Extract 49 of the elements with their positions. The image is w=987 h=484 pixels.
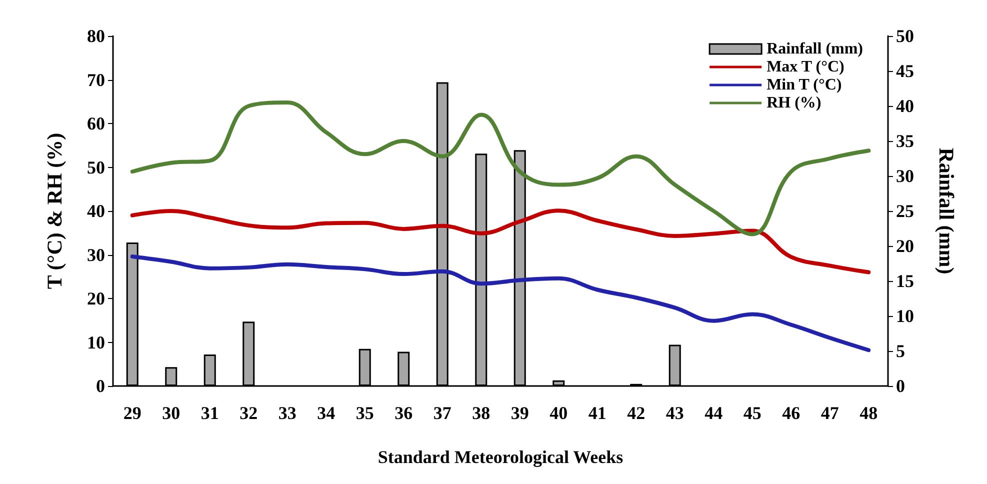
line-series [130, 254, 871, 352]
x-tick-label: 36 [394, 403, 413, 423]
y2-tick-label: 45 [896, 61, 914, 81]
x-tick-label: 30 [162, 403, 180, 423]
y-tick-label: 50 [87, 157, 105, 178]
x-tick-label: 45 [743, 403, 762, 423]
x-tick-label: 35 [356, 403, 374, 423]
x-axis-title: Standard Meteorological Weeks [378, 447, 624, 467]
x-tick-label: 34 [317, 403, 336, 423]
y-tick-label: 10 [87, 332, 105, 352]
y2-axis-title: Rainfall (mm) [934, 148, 958, 274]
y-tick-label: 20 [87, 288, 105, 308]
y-tick-label: 30 [87, 244, 105, 265]
line-series [130, 208, 871, 274]
y-tick-label: 40 [87, 201, 105, 221]
y2-tick-label: 20 [896, 236, 914, 256]
legend-label: Max T (°C) [766, 58, 844, 76]
y-tick-label: 60 [87, 114, 105, 134]
x-tick-label: 39 [510, 403, 529, 423]
y2-tick-label: 5 [896, 341, 905, 361]
y-axis-title: T (°C) & RH (%) [42, 132, 66, 290]
y2-tick-label: 0 [896, 376, 905, 396]
legend-label: Min T (°C) [766, 76, 842, 94]
x-tick-label: 43 [666, 403, 684, 423]
x-tick-label: 38 [472, 403, 490, 423]
y-tick-label: 0 [96, 376, 105, 396]
x-tick-label: 40 [550, 403, 568, 423]
x-tick-label: 32 [240, 403, 258, 423]
y2-tick-label: 10 [896, 306, 914, 326]
y2-tick-label: 50 [896, 26, 914, 46]
legend-label: RH (%) [766, 94, 822, 112]
x-tick-label: 33 [278, 403, 296, 423]
x-tick-label: 48 [860, 403, 878, 423]
y-tick-label: 80 [87, 26, 105, 46]
legend-label: Rainfall (mm) [766, 40, 864, 58]
y-tick-label: 70 [87, 70, 105, 90]
y2-tick-label: 30 [896, 166, 914, 186]
x-tick-label: 44 [704, 403, 723, 423]
x-tick-label: 47 [820, 403, 839, 423]
x-tick-label: 46 [782, 403, 800, 423]
y2-tick-label: 15 [896, 271, 914, 291]
x-tick-label: 41 [588, 403, 606, 423]
x-tick-label: 29 [123, 403, 142, 423]
y2-tick-label: 35 [896, 131, 914, 151]
y2-tick-label: 25 [896, 201, 914, 221]
x-tick-label: 42 [627, 403, 646, 423]
y2-tick-label: 40 [896, 96, 914, 116]
x-tick-label: 31 [200, 403, 219, 423]
x-tick-label: 37 [433, 403, 452, 423]
